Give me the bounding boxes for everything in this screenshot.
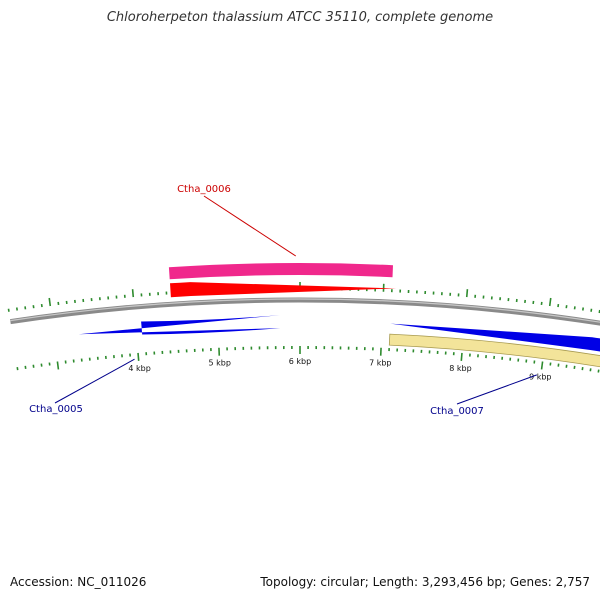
ctha-0007-feature-mark <box>388 333 600 368</box>
ctha-0006-feature-mark <box>168 263 393 280</box>
tick-label: 7 kbp <box>369 359 391 368</box>
tick-mark <box>56 361 60 370</box>
ctha-0005-mark <box>78 315 281 335</box>
tick-label: 5 kbp <box>208 359 230 368</box>
genome-backbone-highlight <box>10 298 600 323</box>
tick-mark <box>48 297 52 307</box>
ctha-0007-label: Ctha_0007 <box>430 406 484 417</box>
tick-label: 8 kbp <box>449 364 471 373</box>
tick-label: 9 kbp <box>529 372 551 381</box>
track-layer <box>78 263 600 368</box>
map-title: Chloroherpeton thalassium ATCC 35110, co… <box>106 10 494 25</box>
backbone-layer <box>10 297 600 326</box>
ctha-0005-label: Ctha_0005 <box>29 404 83 415</box>
tick-mark <box>460 352 463 361</box>
ctha-0006-label: Ctha_0006 <box>177 184 231 195</box>
tick-mark <box>540 361 544 370</box>
accession-text: Accession: NC_011026 <box>10 575 147 589</box>
tick-label: 6 kbp <box>289 357 311 366</box>
genome-backbone <box>10 297 600 326</box>
tick-mark <box>137 352 140 361</box>
tick-mark <box>465 289 469 298</box>
tick-mark <box>131 289 135 298</box>
ctha-0006-mark <box>170 282 397 298</box>
tick-label: 4 kbp <box>128 364 150 373</box>
tick-mark <box>548 297 552 307</box>
genome-summary-text: Topology: circular; Length: 3,293,456 bp… <box>260 575 590 589</box>
label-leader-line <box>54 358 135 404</box>
label-leader-line <box>456 374 537 405</box>
label-leader-line <box>203 195 297 257</box>
ctha-0007-mark <box>390 323 600 352</box>
